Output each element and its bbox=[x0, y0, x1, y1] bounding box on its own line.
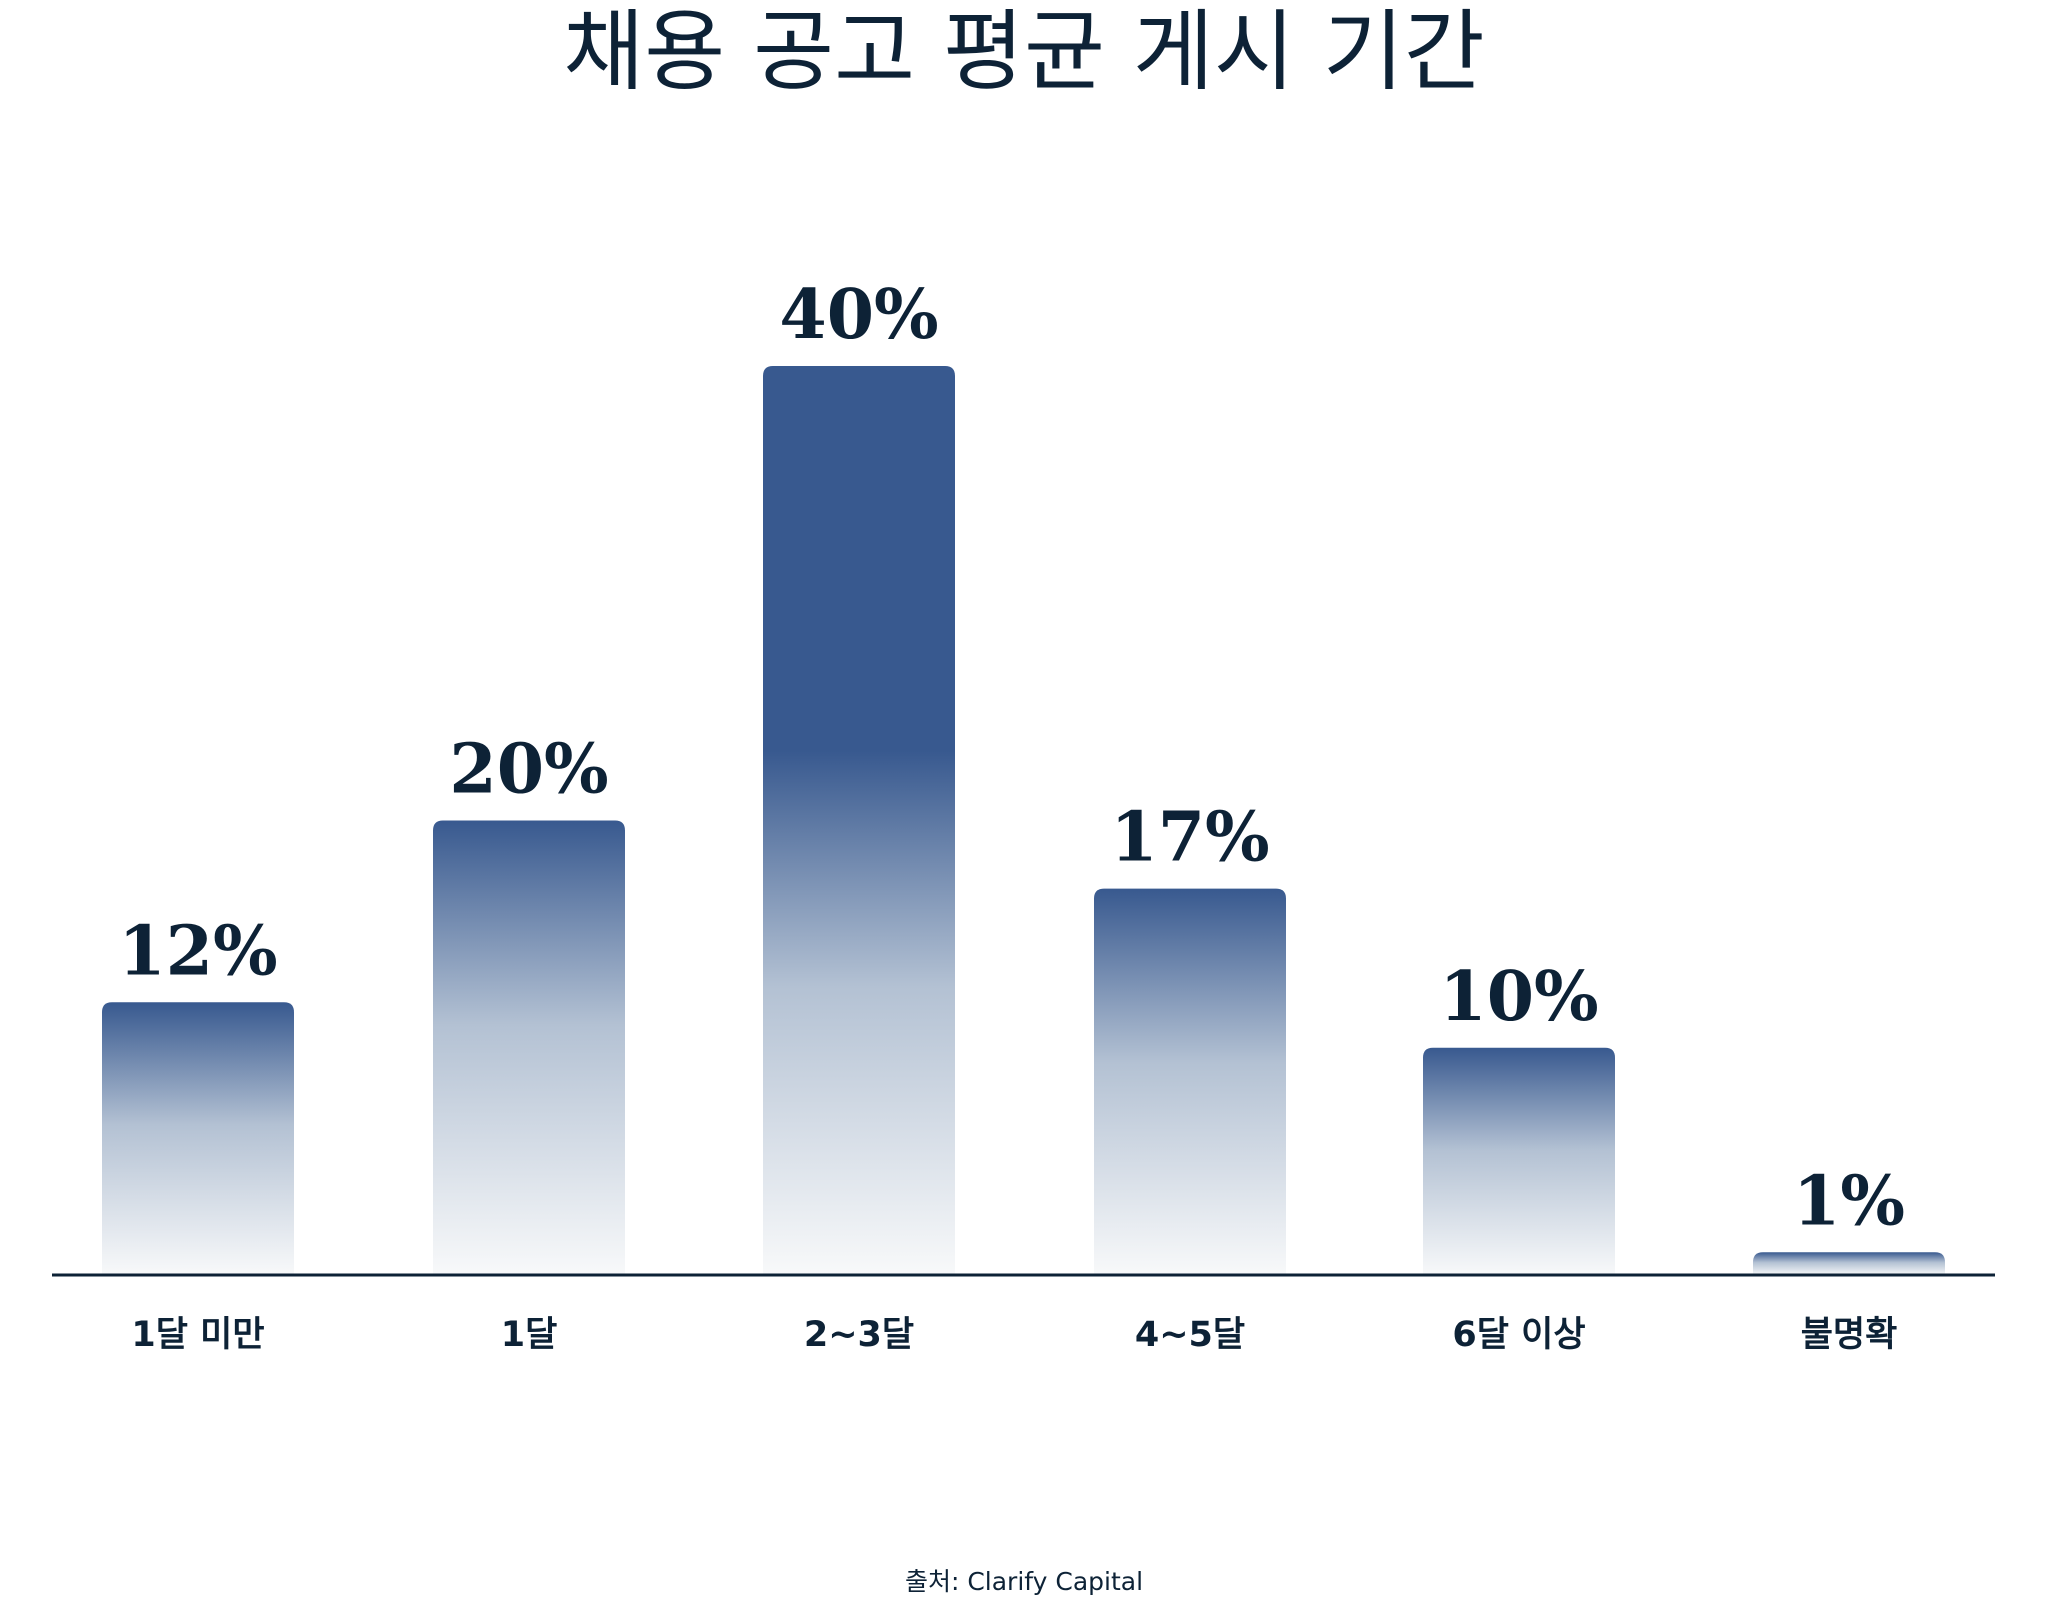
x-tick-label: 2~3달 bbox=[804, 1315, 914, 1355]
x-tick-label: 4~5달 bbox=[1135, 1315, 1245, 1355]
data-label: 12% bbox=[118, 911, 277, 991]
x-tick-label: 1달 bbox=[501, 1315, 558, 1355]
data-label: 10% bbox=[1439, 957, 1598, 1037]
bar bbox=[763, 366, 955, 1275]
bar bbox=[102, 1002, 294, 1275]
data-label: 20% bbox=[449, 730, 608, 810]
x-tick-label: 6달 이상 bbox=[1452, 1315, 1585, 1355]
bar bbox=[1423, 1047, 1615, 1275]
bar bbox=[433, 820, 625, 1275]
x-tick-label: 불명확 bbox=[1801, 1315, 1898, 1355]
data-label: 17% bbox=[1110, 798, 1269, 878]
bar bbox=[1753, 1252, 1945, 1275]
data-label: 1% bbox=[1793, 1161, 1905, 1241]
source-note: 출처: Clarify Capital bbox=[904, 1567, 1144, 1596]
data-label: 40% bbox=[779, 275, 938, 355]
chart-title: 채용 공고 평균 게시 기간 bbox=[563, 0, 1485, 103]
bar bbox=[1094, 888, 1286, 1275]
x-tick-label: 1달 미만 bbox=[131, 1315, 264, 1355]
